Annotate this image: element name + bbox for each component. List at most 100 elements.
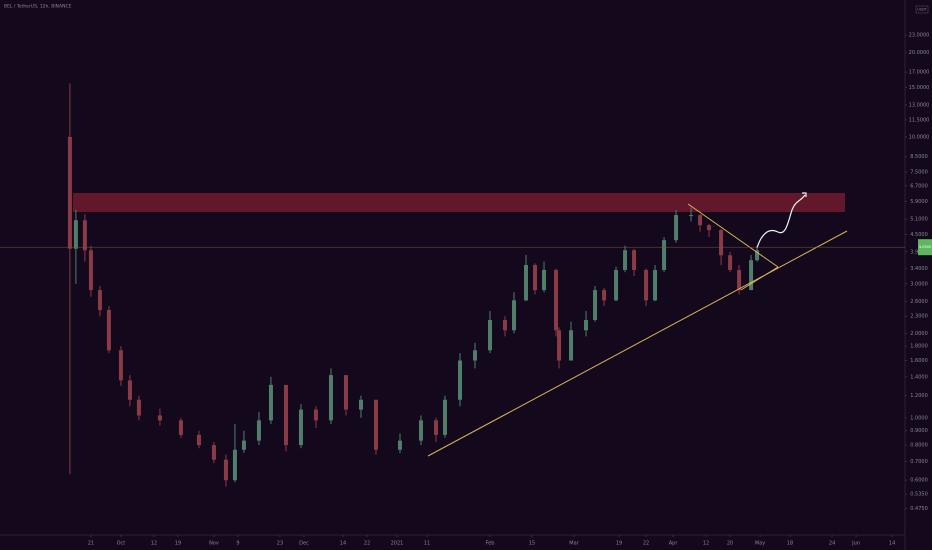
y-tick-label: 11.5000 — [909, 117, 930, 123]
y-tick-label: 1.0000 — [910, 415, 928, 421]
y-tick-label: 0.4750 — [910, 506, 928, 512]
candle-body — [298, 409, 303, 446]
candle-body — [707, 225, 712, 231]
y-tick-label: 13.0000 — [909, 102, 930, 108]
candle-body — [533, 264, 538, 291]
x-tick-label: 9 — [236, 541, 239, 547]
candle-body — [157, 415, 162, 421]
candle-body — [584, 320, 589, 331]
candle-body — [728, 255, 733, 270]
x-tick-label: 14 — [340, 541, 346, 547]
y-tick-label: 10.0000 — [909, 134, 930, 140]
x-tick-label: Mar — [569, 541, 579, 547]
candle-body — [136, 399, 141, 416]
last-price-label: 4.0500 — [919, 245, 931, 249]
y-tick-label: 0.6000 — [910, 478, 928, 484]
x-tick-label: 24 — [829, 541, 835, 547]
projection-curve — [756, 194, 806, 249]
y-tick-label: 2.6000 — [910, 299, 928, 305]
candle-body — [82, 220, 87, 251]
candle-body — [67, 136, 72, 249]
y-tick-label: 15.0000 — [909, 85, 930, 91]
candle-body — [503, 320, 508, 331]
y-tick-label: 1.6000 — [910, 358, 928, 364]
x-tick-label: Feb — [486, 541, 495, 547]
candle-body — [488, 320, 493, 351]
y-tick-label: 20.0000 — [909, 50, 930, 56]
candle-body — [542, 269, 547, 291]
x-tick-label: 11 — [424, 541, 430, 547]
x-tick-label: 18 — [787, 541, 793, 547]
candle-body — [418, 420, 423, 441]
x-tick-label: 12 — [151, 541, 157, 547]
candle-body — [106, 310, 111, 351]
y-tick-label: 0.7000 — [910, 459, 928, 465]
candle-body — [211, 445, 216, 460]
candle-body — [223, 459, 228, 481]
x-tick-label: 23 — [277, 541, 283, 547]
candle-body — [397, 440, 402, 450]
candle-body — [554, 269, 559, 331]
y-tick-label: 0.9000 — [910, 428, 928, 434]
y-tick-label: 1.8000 — [910, 344, 928, 350]
candle-body — [569, 330, 574, 361]
x-tick-label: 20 — [727, 541, 733, 547]
candle-body — [433, 420, 438, 435]
candle-body — [458, 360, 463, 400]
x-tick-label: Nov — [209, 541, 219, 547]
x-tick-label: 12 — [703, 541, 709, 547]
candle-body — [241, 440, 246, 450]
candle-body — [593, 290, 598, 321]
candle-body — [232, 449, 237, 481]
candle-body — [524, 264, 529, 301]
y-tick-label: 7.5000 — [910, 169, 928, 175]
candle-body — [749, 260, 754, 291]
y-tick-label: 3.0000 — [910, 281, 928, 287]
candle-body — [127, 380, 132, 400]
y-tick-label: 0.5350 — [910, 492, 928, 498]
candle-body — [662, 240, 667, 270]
candle-body — [602, 290, 607, 301]
x-tick-label: 2021 — [391, 541, 404, 547]
candle-body — [653, 269, 658, 301]
candle-body — [698, 215, 703, 226]
y-tick-label: 1.2000 — [910, 393, 928, 399]
x-tick-label: Oct — [117, 541, 126, 547]
candle-body — [755, 250, 760, 261]
candle-body — [473, 350, 478, 361]
y-tick-label: 3.4000 — [910, 266, 928, 272]
y-tick-label: 6.7000 — [910, 183, 928, 189]
candle-body — [674, 215, 679, 241]
y-tick-label: 4.5000 — [910, 232, 928, 238]
resistance-zone — [73, 193, 845, 212]
x-tick-label: Jun — [851, 541, 860, 547]
candle-body — [343, 375, 348, 410]
candle-body — [737, 269, 742, 291]
x-tick-label: Apr — [669, 541, 679, 547]
candle-body — [358, 399, 363, 410]
x-tick-label: 19 — [175, 541, 181, 547]
y-tick-label: 5.1000 — [910, 217, 928, 223]
last-price-box — [918, 239, 932, 256]
x-tick-label: May — [755, 541, 765, 547]
candle-body — [313, 409, 318, 421]
candle-body — [689, 215, 694, 217]
symbol-title: BEL / TetherUS, 12h, BINANCE — [4, 4, 72, 10]
candle-body — [256, 420, 261, 441]
y-tick-label: 8.5000 — [910, 154, 928, 160]
candle-body — [196, 434, 201, 446]
candle-body — [442, 399, 447, 435]
candle-body — [623, 250, 628, 270]
y-tick-label: 1.4000 — [910, 374, 928, 380]
x-tick-label: Dec — [299, 541, 309, 547]
candle-body — [73, 220, 78, 249]
candle-body — [719, 230, 724, 256]
candle-body — [512, 300, 517, 331]
candles — [67, 83, 760, 487]
candle-body — [97, 290, 102, 311]
candle-body — [644, 269, 649, 301]
trend-line-support — [427, 230, 848, 457]
